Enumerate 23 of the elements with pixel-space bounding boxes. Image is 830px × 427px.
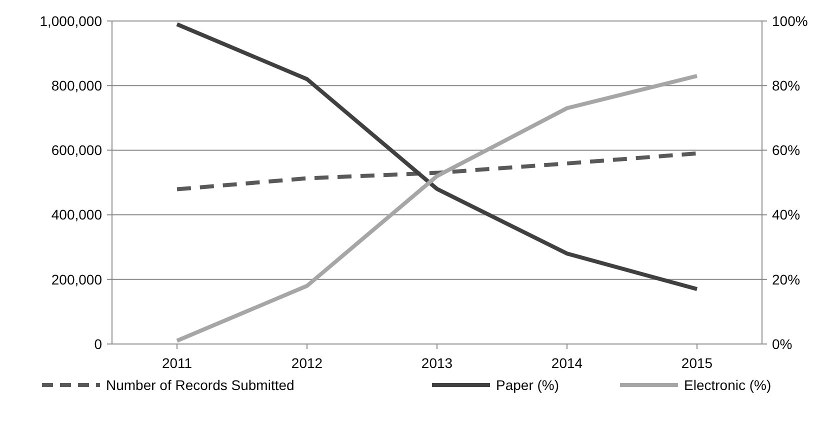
legend-label: Electronic (%) <box>684 376 772 393</box>
y-tick-label: 400,000 <box>51 206 102 223</box>
y2-tick-label: 40% <box>772 206 800 223</box>
line-series <box>175 22 699 292</box>
x-tick-label: 2011 <box>162 355 192 371</box>
x-tick-label: 2013 <box>421 355 453 371</box>
legend-label: Number of Records Submitted <box>106 376 294 393</box>
x-tick-label: 2012 <box>291 355 323 371</box>
line-series <box>175 151 699 192</box>
y-tick-label: 800,000 <box>51 78 102 94</box>
y2-tick-label: 60% <box>772 142 800 158</box>
y-tick-label: 0 <box>94 336 102 352</box>
y-tick-label: 600,000 <box>51 142 102 158</box>
line-series <box>175 74 699 343</box>
y2-tick-label: 80% <box>772 78 800 94</box>
y2-tick-label: 100% <box>772 12 808 29</box>
y2-tick-label: 20% <box>772 271 800 288</box>
y-tick-label: 200,000 <box>51 271 102 288</box>
y2-tick-label: 0% <box>772 336 792 352</box>
legend-label: Paper (%) <box>496 376 560 393</box>
x-tick-label: 2014 <box>551 355 583 371</box>
x-tick-label: 2015 <box>681 355 713 371</box>
y-tick-label: 1,000,000 <box>40 12 102 29</box>
